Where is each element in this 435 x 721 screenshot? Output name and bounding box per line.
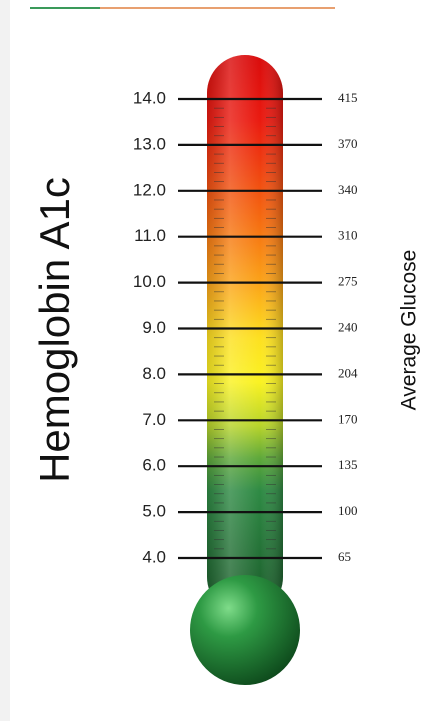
a1c-label: 10.0 xyxy=(133,272,166,291)
a1c-label: 8.0 xyxy=(142,364,166,383)
side-label: Average Glucose xyxy=(398,250,421,411)
glucose-label: 310 xyxy=(338,228,358,243)
glucose-label: 240 xyxy=(338,319,358,334)
title: Hemoglobin A1c xyxy=(31,177,78,483)
thermometer-bulb xyxy=(190,575,300,685)
a1c-label: 11.0 xyxy=(134,226,166,245)
glucose-label: 100 xyxy=(338,503,358,518)
glucose-label: 370 xyxy=(338,136,358,151)
a1c-label: 6.0 xyxy=(142,456,166,475)
side-border xyxy=(0,0,10,721)
infographic: 14.0 415 13.0 370 12.0 340 11.0 310 10.0 275 9.0 24… xyxy=(0,0,435,721)
glucose-label: 275 xyxy=(338,274,358,289)
glucose-label: 204 xyxy=(338,365,358,380)
a1c-label: 13.0 xyxy=(133,134,166,153)
glucose-label: 170 xyxy=(338,411,358,426)
glucose-label: 65 xyxy=(338,549,351,564)
tube-shading xyxy=(207,55,283,615)
a1c-label: 9.0 xyxy=(142,318,166,337)
a1c-label: 14.0 xyxy=(133,88,166,107)
glucose-label: 415 xyxy=(338,90,358,105)
glucose-label: 340 xyxy=(338,182,358,197)
a1c-label: 12.0 xyxy=(133,180,166,199)
a1c-label: 4.0 xyxy=(142,547,166,566)
a1c-label: 7.0 xyxy=(142,410,166,429)
glucose-label: 135 xyxy=(338,457,358,472)
page: 14.0 415 13.0 370 12.0 340 11.0 310 10.0 275 9.0 24… xyxy=(0,0,435,721)
a1c-label: 5.0 xyxy=(142,502,166,521)
